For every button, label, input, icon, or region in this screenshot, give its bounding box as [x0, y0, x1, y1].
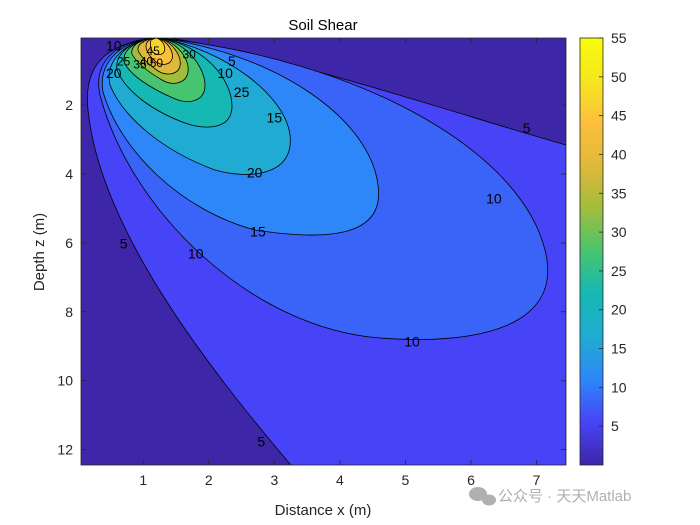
colorbar-tick-label: 50 — [611, 69, 627, 85]
contour-label: 25 — [234, 84, 250, 100]
contour-label: 35 — [133, 58, 147, 72]
x-tick-label: 2 — [205, 472, 213, 488]
y-tick-label: 2 — [65, 97, 73, 113]
contour-label: 30 — [182, 47, 196, 61]
plot-frame — [80, 37, 567, 466]
contour-label: 10 — [404, 333, 420, 349]
contour-label: 5 — [228, 53, 236, 69]
contour-label: 15 — [250, 223, 266, 239]
contour-label: 5 — [523, 120, 531, 136]
contour-label: 50 — [150, 56, 164, 70]
x-tick-label: 7 — [533, 472, 541, 488]
wechat-icon — [469, 487, 496, 506]
y-tick-label: 8 — [65, 304, 73, 320]
contour-label: 25 — [117, 54, 131, 68]
x-tick-label: 5 — [402, 472, 410, 488]
x-axis-label: Distance x (m) — [275, 502, 372, 519]
contour-label: 5 — [120, 235, 128, 251]
colorbar-tick-label: 25 — [611, 263, 627, 279]
contour-label: 10 — [188, 246, 204, 262]
contour-label: 10 — [217, 65, 233, 81]
contour-label: 10 — [486, 191, 502, 207]
contour-label: 10 — [106, 37, 122, 53]
colorbar-tick-label: 5 — [611, 418, 619, 434]
colorbar-tick-label: 35 — [611, 185, 627, 201]
colorbar-tick-label: 40 — [611, 146, 627, 162]
x-tick-label: 3 — [270, 472, 278, 488]
contour-label: 20 — [247, 165, 263, 181]
watermark: 公众号 · 天天Matlab — [498, 488, 631, 505]
x-tick-label: 6 — [467, 472, 475, 488]
colorbar-tick-label: 55 — [611, 30, 627, 46]
contour-label: 5 — [257, 433, 265, 449]
y-tick-label: 6 — [65, 235, 73, 251]
colorbar-tick-label: 10 — [611, 379, 627, 395]
y-tick-label: 10 — [57, 373, 73, 389]
y-axis-ticks: 2 4 6 8 10 12 — [57, 97, 566, 458]
region-level-50 — [150, 38, 166, 56]
contour-label: 20 — [106, 65, 122, 81]
y-tick-label: 4 — [65, 166, 73, 182]
colorbar-tick-label: 45 — [611, 108, 627, 124]
colorbar-tick-label: 30 — [611, 224, 627, 240]
contour-label: 45 — [146, 44, 160, 58]
colorbar-tick-label: 20 — [611, 302, 627, 318]
y-tick-label: 12 — [57, 442, 73, 458]
x-tick-label: 4 — [336, 472, 344, 488]
y-axis-label: Depth z (m) — [31, 213, 48, 291]
contour-label: 40 — [140, 54, 154, 68]
chart-title: Soil Shear — [288, 17, 357, 34]
colorbar-tick-label: 15 — [611, 341, 627, 357]
colorbar — [579, 37, 604, 466]
contour-label: 15 — [267, 110, 283, 126]
colorbar-ticks: 5 10 15 20 25 30 35 40 45 50 55 — [599, 30, 627, 434]
x-tick-label: 1 — [139, 472, 147, 488]
